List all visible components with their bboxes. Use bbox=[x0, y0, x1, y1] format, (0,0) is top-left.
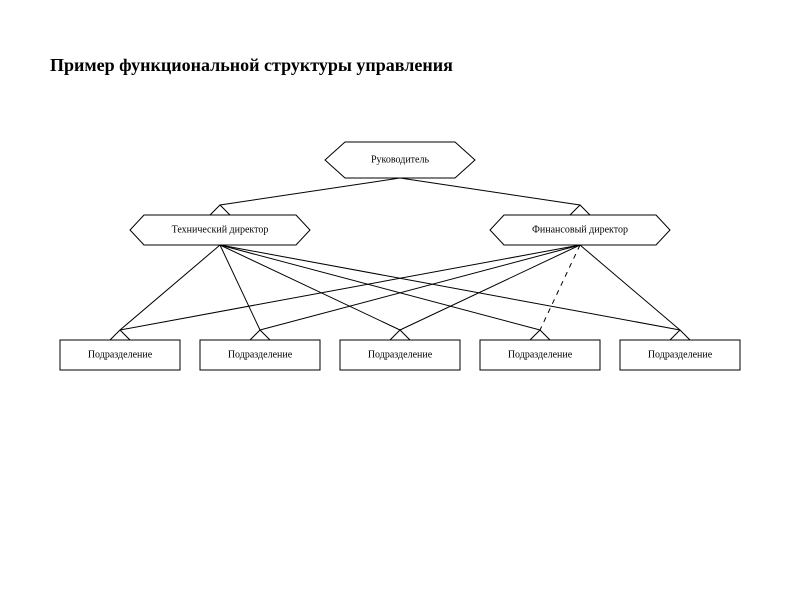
edge bbox=[400, 178, 580, 205]
edge bbox=[220, 178, 400, 205]
edge bbox=[400, 245, 580, 330]
node-label-tech: Технический директор bbox=[172, 224, 269, 235]
edge bbox=[120, 245, 580, 330]
node-cap bbox=[670, 330, 690, 340]
node-cap bbox=[110, 330, 130, 340]
node-cap bbox=[210, 205, 230, 215]
edge bbox=[540, 245, 580, 330]
edge bbox=[220, 245, 260, 330]
edge bbox=[220, 245, 400, 330]
edge bbox=[260, 245, 580, 330]
node-label-d2: Подразделение bbox=[228, 349, 293, 360]
node-label-d5: Подразделение bbox=[648, 349, 713, 360]
node-label-d1: Подразделение bbox=[88, 349, 153, 360]
node-cap bbox=[250, 330, 270, 340]
node-label-d3: Подразделение bbox=[368, 349, 433, 360]
node-cap bbox=[530, 330, 550, 340]
node-label-fin: Финансовый директор bbox=[532, 224, 628, 235]
node-label-d4: Подразделение bbox=[508, 349, 573, 360]
node-cap bbox=[390, 330, 410, 340]
edge bbox=[220, 245, 540, 330]
org-chart: Руководитель Технический директор Финансов… bbox=[0, 0, 800, 600]
node-cap bbox=[570, 205, 590, 215]
edge bbox=[220, 245, 680, 330]
edges-layer bbox=[110, 178, 690, 340]
nodes-layer: Руководитель Технический директор Финансов… bbox=[60, 142, 740, 370]
edge bbox=[580, 245, 680, 330]
node-label-root: Руководитель bbox=[371, 154, 430, 165]
edge bbox=[120, 245, 220, 330]
